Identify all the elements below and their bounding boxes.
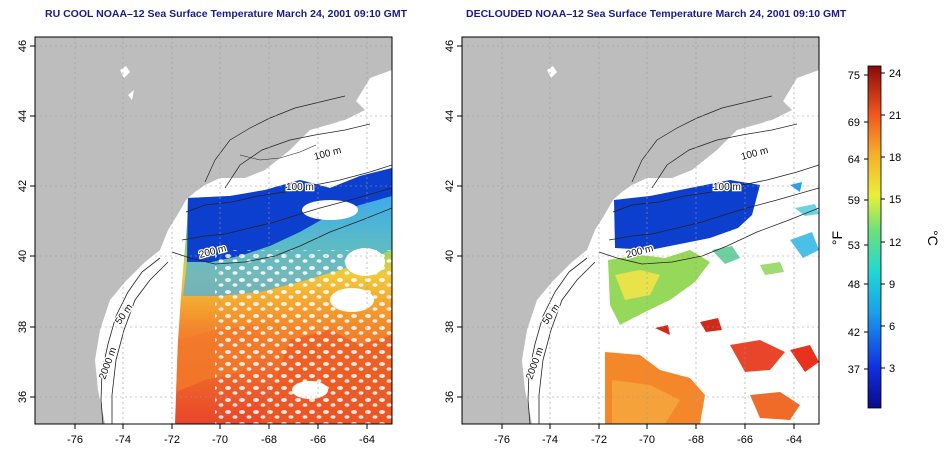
x-tick-label: -70 bbox=[639, 434, 655, 446]
x-tick-label: -76 bbox=[494, 434, 510, 446]
celsius-tick-label: 12 bbox=[889, 237, 901, 249]
land bbox=[462, 37, 819, 424]
y-tick-label: 40 bbox=[444, 250, 456, 262]
y-tick-label: 46 bbox=[17, 40, 29, 52]
x-tick-label: -70 bbox=[212, 434, 228, 446]
y-tick-label: 36 bbox=[17, 391, 29, 403]
colorbar: 75 69 64 59 53 48 42 37 24 21 18 15 12 9… bbox=[829, 65, 941, 409]
x-tick-label: -66 bbox=[737, 434, 753, 446]
raw-sst-map: 100 m 100 m 200 m 50 m 2000 m -76 -74 -7… bbox=[17, 36, 393, 446]
y-tick-label: 42 bbox=[17, 180, 29, 192]
x-tick-label: -72 bbox=[591, 434, 607, 446]
cold-water-region bbox=[187, 168, 392, 262]
land bbox=[35, 37, 392, 424]
x-tick-label: -64 bbox=[359, 434, 375, 446]
x-tick-label: -66 bbox=[310, 434, 326, 446]
celsius-tick-label: 6 bbox=[889, 321, 895, 333]
fahrenheit-tick-label: 53 bbox=[848, 240, 860, 252]
celsius-tick-label: 21 bbox=[889, 110, 901, 122]
fahrenheit-tick-label: 42 bbox=[848, 327, 860, 339]
celsius-tick-label: 3 bbox=[889, 363, 895, 375]
left-panel-title: RU COOL NOAA–12 Sea Surface Temperature … bbox=[45, 8, 408, 20]
x-tick-label: -72 bbox=[164, 434, 180, 446]
x-tick-label: -76 bbox=[67, 434, 83, 446]
x-tick-label: -68 bbox=[261, 434, 277, 446]
x-tick-label: -74 bbox=[115, 434, 131, 446]
celsius-tick-label: 15 bbox=[889, 194, 901, 206]
celsius-tick-label: 18 bbox=[889, 152, 901, 164]
contour-label-100m-b: 100 m bbox=[286, 182, 314, 193]
fahrenheit-unit-label: °F bbox=[829, 231, 845, 245]
cold-water-region bbox=[614, 180, 760, 250]
y-tick-label: 46 bbox=[444, 40, 456, 52]
declouded-sst-map: 100 m 100 m 200 m 50 m 2000 m -76 -74 -7… bbox=[444, 36, 941, 446]
fahrenheit-tick-label: 64 bbox=[848, 154, 860, 166]
y-tick-label: 38 bbox=[444, 321, 456, 333]
fahrenheit-tick-label: 69 bbox=[848, 117, 860, 129]
celsius-unit-label: °C bbox=[925, 230, 941, 246]
fahrenheit-tick-label: 75 bbox=[848, 70, 860, 82]
y-tick-label: 36 bbox=[444, 391, 456, 403]
y-tick-label: 42 bbox=[444, 180, 456, 192]
x-tick-label: -64 bbox=[786, 434, 802, 446]
fahrenheit-tick-label: 48 bbox=[848, 279, 860, 291]
celsius-tick-label: 24 bbox=[889, 68, 901, 80]
right-panel-title: DECLOUDED NOAA–12 Sea Surface Temperatur… bbox=[466, 8, 847, 20]
y-tick-label: 40 bbox=[17, 250, 29, 262]
y-tick-label: 38 bbox=[17, 321, 29, 333]
fahrenheit-tick-label: 59 bbox=[848, 195, 860, 207]
celsius-tick-label: 9 bbox=[889, 279, 895, 291]
contour-label-100m-b: 100 m bbox=[713, 182, 741, 193]
fahrenheit-tick-label: 37 bbox=[848, 364, 860, 376]
y-tick-label: 44 bbox=[444, 110, 456, 122]
x-tick-label: -74 bbox=[542, 434, 558, 446]
y-tick-label: 44 bbox=[17, 110, 29, 122]
x-tick-label: -68 bbox=[688, 434, 704, 446]
